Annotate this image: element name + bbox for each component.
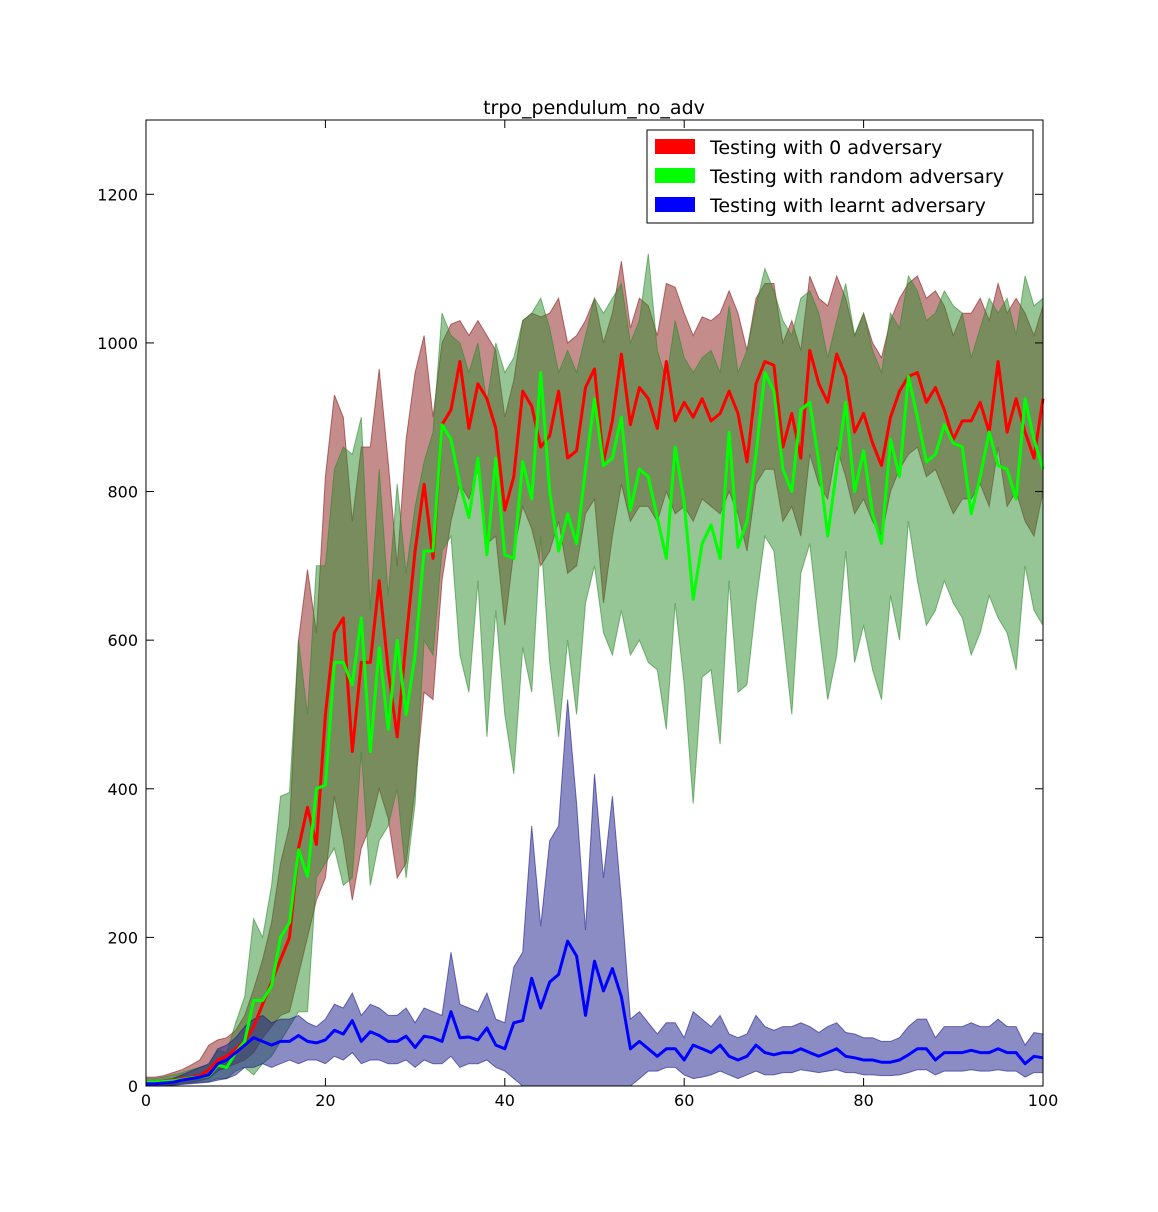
x-tick-label: 20 <box>315 1091 335 1110</box>
x-tick-label: 100 <box>1028 1091 1059 1110</box>
legend-label: Testing with 0 adversary <box>709 137 942 159</box>
legend-label: Testing with learnt adversary <box>709 195 986 217</box>
legend: Testing with 0 adversary Testing with ran… <box>646 129 1034 224</box>
y-tick-label: 600 <box>107 631 138 650</box>
x-tick-label: 40 <box>495 1091 515 1110</box>
y-axis: 0 200 400 600 800 1000 1200 <box>97 185 1043 1096</box>
x-tick-label: 0 <box>141 1091 151 1110</box>
plot-frame <box>145 119 1044 1087</box>
legend-swatch <box>655 139 695 154</box>
x-axis: 0 20 40 60 80 100 <box>141 120 1058 1110</box>
y-tick-label: 800 <box>107 483 138 502</box>
x-tick-label: 60 <box>674 1091 694 1110</box>
line-series-1 <box>146 371 1045 1084</box>
y-tick-label: 1200 <box>97 185 138 204</box>
series-lines <box>146 348 1045 1086</box>
legend-swatch <box>655 197 695 212</box>
y-tick-label: 400 <box>107 780 138 799</box>
y-tick-label: 1000 <box>97 334 138 353</box>
legend-label: Testing with random adversary <box>709 166 1004 188</box>
y-tick-label: 200 <box>107 928 138 947</box>
legend-box <box>646 129 1034 224</box>
legend-swatch <box>655 168 695 183</box>
x-tick-label: 80 <box>853 1091 873 1110</box>
chart-title: trpo_pendulum_no_adv <box>483 97 705 119</box>
y-tick-label: 0 <box>128 1077 138 1096</box>
line-series-2 <box>146 939 1044 1086</box>
